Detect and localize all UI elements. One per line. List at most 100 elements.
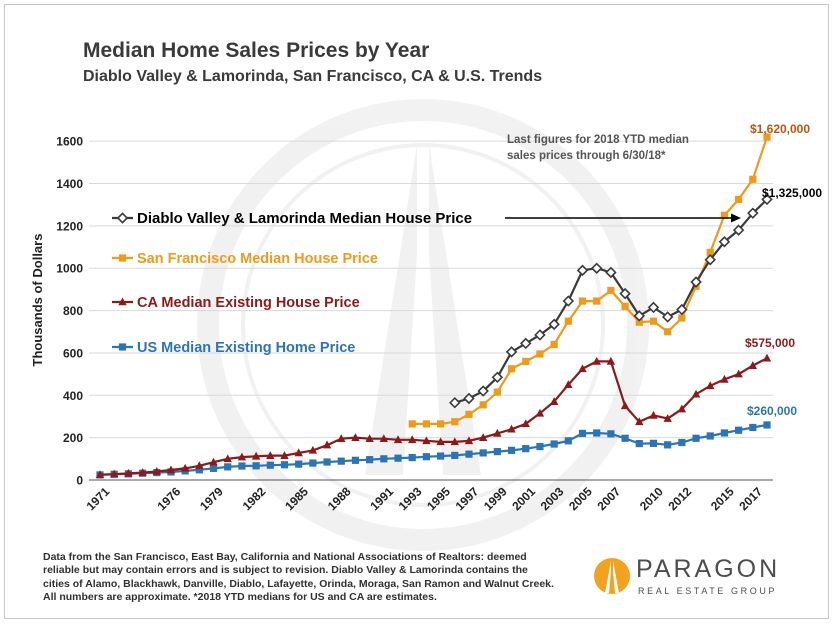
x-tick-label: 1971	[84, 484, 113, 513]
legend-marker	[118, 254, 127, 262]
data-point	[337, 457, 345, 465]
data-point	[436, 420, 445, 428]
data-point	[266, 451, 275, 459]
legend-entry: US Median Existing Home Price	[112, 340, 355, 356]
x-tick-label: 1991	[367, 484, 396, 513]
annotations: Diablo Valley & Lamorinda Median House P…	[112, 122, 822, 418]
data-point	[647, 301, 660, 314]
data-point	[761, 193, 773, 206]
data-point	[635, 439, 643, 448]
data-point	[451, 418, 459, 426]
data-point	[380, 455, 388, 463]
data-point	[621, 302, 629, 310]
data-point	[749, 423, 757, 432]
dv-last-value: $1,325,000	[762, 186, 822, 200]
data-point	[351, 433, 360, 441]
data-point	[295, 460, 303, 468]
data-point	[706, 248, 714, 256]
data-point	[663, 414, 672, 422]
note-text: Last figures for 2018 YTD median	[507, 134, 689, 146]
data-point	[564, 317, 572, 325]
data-point	[690, 276, 702, 288]
data-point	[676, 303, 688, 316]
ca-last-value: $575,000	[745, 336, 795, 350]
chart: 0 200 400 600 800 1000 1200 1400 1600 1971 1976 197…	[30, 99, 822, 551]
x-tick-label: 2012	[665, 484, 694, 513]
watermark-logo	[197, 99, 649, 551]
x-tick-label: 1993	[396, 484, 425, 513]
data-point	[720, 429, 729, 437]
x-tick-label: 1979	[197, 484, 226, 513]
data-point	[449, 396, 461, 409]
data-point	[620, 401, 630, 410]
data-point	[209, 464, 218, 472]
data-point	[294, 448, 303, 457]
data-point	[195, 461, 204, 470]
data-point	[735, 426, 743, 434]
data-point	[124, 468, 133, 477]
data-point	[422, 420, 431, 428]
y-tick-label: 1000	[56, 262, 83, 276]
data-point	[661, 311, 674, 323]
data-point	[152, 467, 161, 475]
legend-label: CA Median Existing House Price	[137, 295, 360, 311]
data-point	[280, 451, 289, 459]
data-point	[365, 434, 374, 443]
paragon-logo: PARAGON REAL ESTATE GROUP	[590, 553, 810, 603]
data-point	[237, 452, 247, 461]
data-point	[576, 264, 589, 277]
data-point	[451, 451, 459, 460]
legend-entry: Diablo Valley & Lamorinda Median House P…	[112, 210, 472, 227]
data-point	[720, 211, 729, 219]
legend-entry: San Francisco Median House Price	[112, 251, 378, 267]
legend-entry: CA Median Existing House Price	[112, 295, 360, 311]
y-tick-label: 200	[63, 431, 83, 445]
data-point	[422, 436, 431, 445]
gridlines	[89, 140, 773, 439]
data-point	[762, 353, 772, 362]
data-point	[606, 356, 616, 365]
data-point	[252, 462, 260, 470]
series	[95, 353, 772, 479]
x-tick-label: 2010	[637, 484, 666, 513]
paragon-logo-icon	[594, 558, 630, 594]
data-point	[479, 449, 487, 457]
data-point	[578, 364, 587, 373]
data-point	[309, 459, 317, 467]
data-point	[505, 346, 518, 358]
data-point	[522, 445, 530, 453]
data-point	[635, 318, 643, 326]
legend-marker	[118, 297, 127, 306]
data-point	[479, 401, 487, 409]
slide-frame: 0 200 400 600 800 1000 1200 1400 1600 1971 1976 197…	[4, 4, 829, 619]
logo-tagline: REAL ESTATE GROUP	[638, 586, 778, 596]
data-point	[763, 133, 771, 141]
data-point	[763, 421, 771, 429]
data-point	[251, 451, 261, 460]
data-point	[422, 453, 431, 461]
data-point	[223, 454, 232, 463]
y-tick-label: 800	[63, 304, 83, 318]
legend-label: San Francisco Median House Price	[137, 251, 378, 267]
data-point	[522, 357, 530, 366]
footer-note: Data from the San Francisco, East Bay, C…	[43, 551, 554, 604]
data-point	[493, 388, 501, 396]
data-point	[209, 457, 218, 466]
x-tick-label: 2007	[594, 484, 623, 513]
data-point	[704, 254, 716, 266]
x-tick-label: 1982	[240, 484, 269, 513]
data-point	[450, 437, 459, 446]
x-tick-label: 2015	[708, 484, 737, 513]
data-point	[735, 195, 743, 204]
legend-label: US Median Existing Home Price	[137, 340, 355, 356]
data-point	[477, 385, 489, 397]
data-point	[337, 434, 346, 443]
data-point	[464, 436, 474, 445]
chart-subtitle: Diablo Valley & Lamorinda, San Francisco…	[83, 68, 543, 85]
y-tick-label: 0	[76, 474, 83, 488]
us-last-value: $260,000	[747, 404, 797, 418]
data-point	[322, 440, 332, 449]
data-point	[535, 408, 545, 417]
data-point	[649, 439, 658, 447]
data-point	[749, 175, 757, 183]
